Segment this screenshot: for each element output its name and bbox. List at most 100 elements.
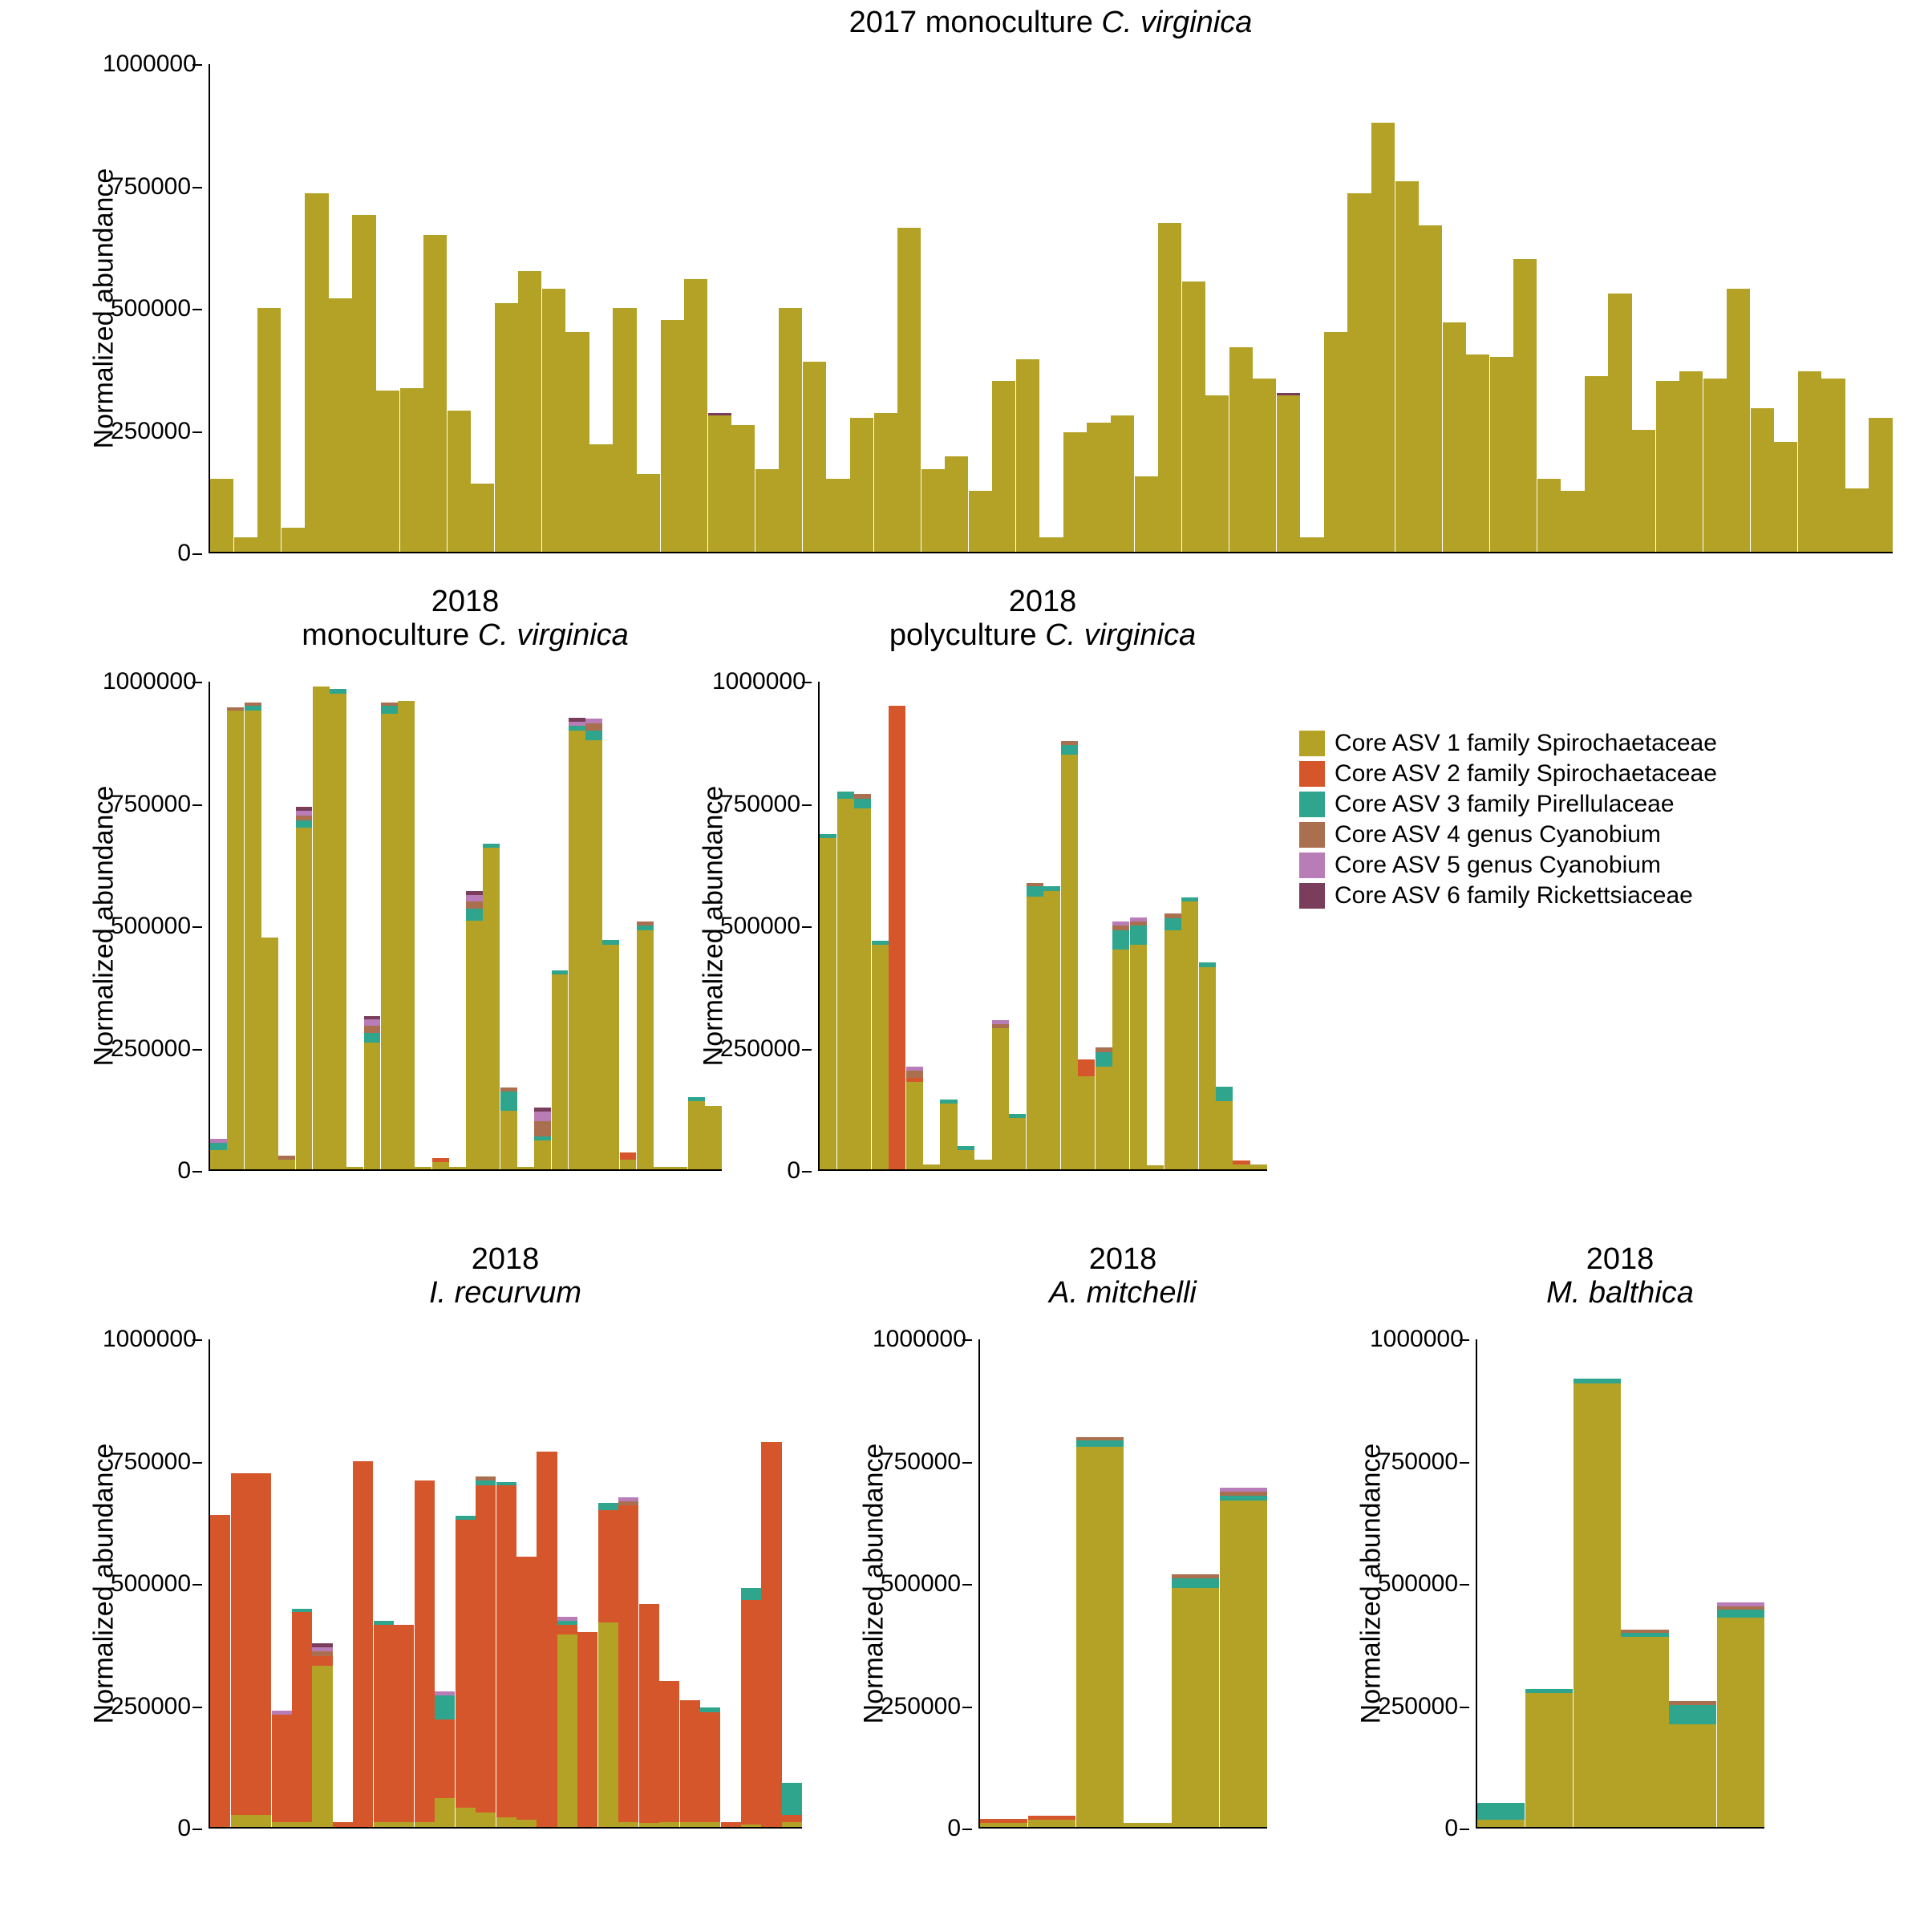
bar [940,682,957,1169]
bar-segment-asv1 [731,425,755,552]
bar [516,1339,537,1827]
bar-segment-asv1 [659,1822,679,1827]
bar [471,64,494,552]
bar-segment-asv1 [1703,379,1727,552]
bar-segment-asv1 [620,1160,637,1169]
legend-label: Core ASV 6 family Rickettsiaceae [1335,882,1693,909]
legend-label: Core ASV 4 genus Cyanobium [1335,821,1661,849]
bar [234,64,257,552]
bar [1063,64,1087,552]
bar [1845,64,1869,552]
bar [542,64,565,552]
bar [415,1339,435,1827]
bars-container [210,682,722,1169]
bar-segment-asv1 [1490,357,1513,552]
bar-segment-asv1 [281,528,305,552]
bar-segment-asv1 [779,308,802,552]
bar-segment-asv1 [557,1634,577,1827]
bar-segment-asv2 [231,1473,251,1815]
bar [1076,1339,1124,1827]
bar-segment-asv1 [1253,379,1276,552]
bar-segment-asv1 [992,1028,1009,1169]
bar-segment-asv1 [1574,1383,1621,1827]
bar [906,682,923,1169]
bar-segment-asv1 [1199,967,1216,1169]
bar-segment-asv1 [483,848,500,1169]
bar [854,682,871,1169]
bar [210,1339,230,1827]
bar-segment-asv3 [854,799,871,808]
panel-title: 2018polyculture C. virginica [818,585,1267,653]
bar-segment-asv1 [227,711,244,1169]
bar-segment-asv1 [517,1167,534,1169]
bar-segment-asv1 [1798,371,1821,552]
bar-segment-asv1 [670,1167,687,1169]
bar-segment-asv3 [1669,1705,1716,1724]
bar-segment-asv1 [854,808,871,1169]
panel-title: 2018A. mitchelli [978,1243,1267,1310]
bar-segment-asv1 [257,308,281,552]
bar [1158,64,1181,552]
bar-segment-asv1 [1466,354,1489,552]
bar-segment-asv1 [1205,395,1229,552]
bar [700,1339,720,1827]
bar [613,64,636,552]
bar-segment-asv2 [620,1152,637,1160]
panel-title: 2018M. balthica [1476,1243,1764,1310]
bar [1585,64,1608,552]
bar [618,1339,638,1827]
bar-segment-asv1 [296,828,313,1169]
bar [1300,64,1323,552]
bar-segment-asv1 [1525,1693,1573,1827]
bar-segment-asv1 [708,415,731,552]
panel-p2018mono: 2018monoculture C. virginica025000050000… [209,634,722,1171]
bar [305,64,328,552]
bar-segment-asv1 [755,469,779,552]
bar-segment-asv1 [1158,223,1181,552]
bar-segment-asv2 [496,1485,516,1817]
bar-segment-asv1 [945,456,968,552]
bar [517,682,534,1169]
legend-swatch [1299,761,1325,787]
bar-segment-asv1 [837,799,854,1169]
bar [1371,64,1395,552]
bar [1751,64,1774,552]
bar-segment-asv1 [923,1164,940,1169]
bar [1172,1339,1219,1827]
plot-area: 02500005000007500001000000 [209,64,1893,553]
bar [312,1339,332,1827]
bar-segment-asv1 [569,731,585,1169]
bar [227,682,244,1169]
bar-segment-asv1 [435,1798,455,1827]
bar [400,64,423,552]
bar [1096,682,1112,1169]
bar [432,682,449,1169]
bar [1124,1339,1171,1827]
bar [352,64,375,552]
legend-swatch [1299,883,1325,909]
bars-container [980,1339,1267,1827]
bar-segment-asv1 [1147,1165,1164,1169]
bar [958,682,974,1169]
bar [1027,682,1043,1169]
legend-item: Core ASV 4 genus Cyanobium [1299,821,1717,849]
bar-segment-asv1 [1009,1118,1026,1169]
bar-segment-asv2 [374,1625,394,1822]
bar [1395,64,1419,552]
legend-label: Core ASV 3 family Pirellulaceae [1335,791,1675,818]
bar-segment-asv1 [974,1160,991,1169]
bar-segment-asv1 [1216,1101,1233,1169]
bar-segment-asv1 [1182,281,1205,552]
bar [1798,64,1821,552]
bar-segment-asv2 [1078,1059,1095,1076]
bar-segment-asv1 [496,1817,516,1827]
bar-segment-asv1 [449,1167,466,1169]
bar-segment-asv1 [1513,259,1537,552]
bar [1679,64,1703,552]
bar [974,682,991,1169]
bar [346,682,363,1169]
bar [945,64,968,552]
legend-item: Core ASV 3 family Pirellulaceae [1299,791,1717,818]
bar-segment-asv1 [602,945,619,1169]
bar-segment-asv3 [296,820,313,828]
